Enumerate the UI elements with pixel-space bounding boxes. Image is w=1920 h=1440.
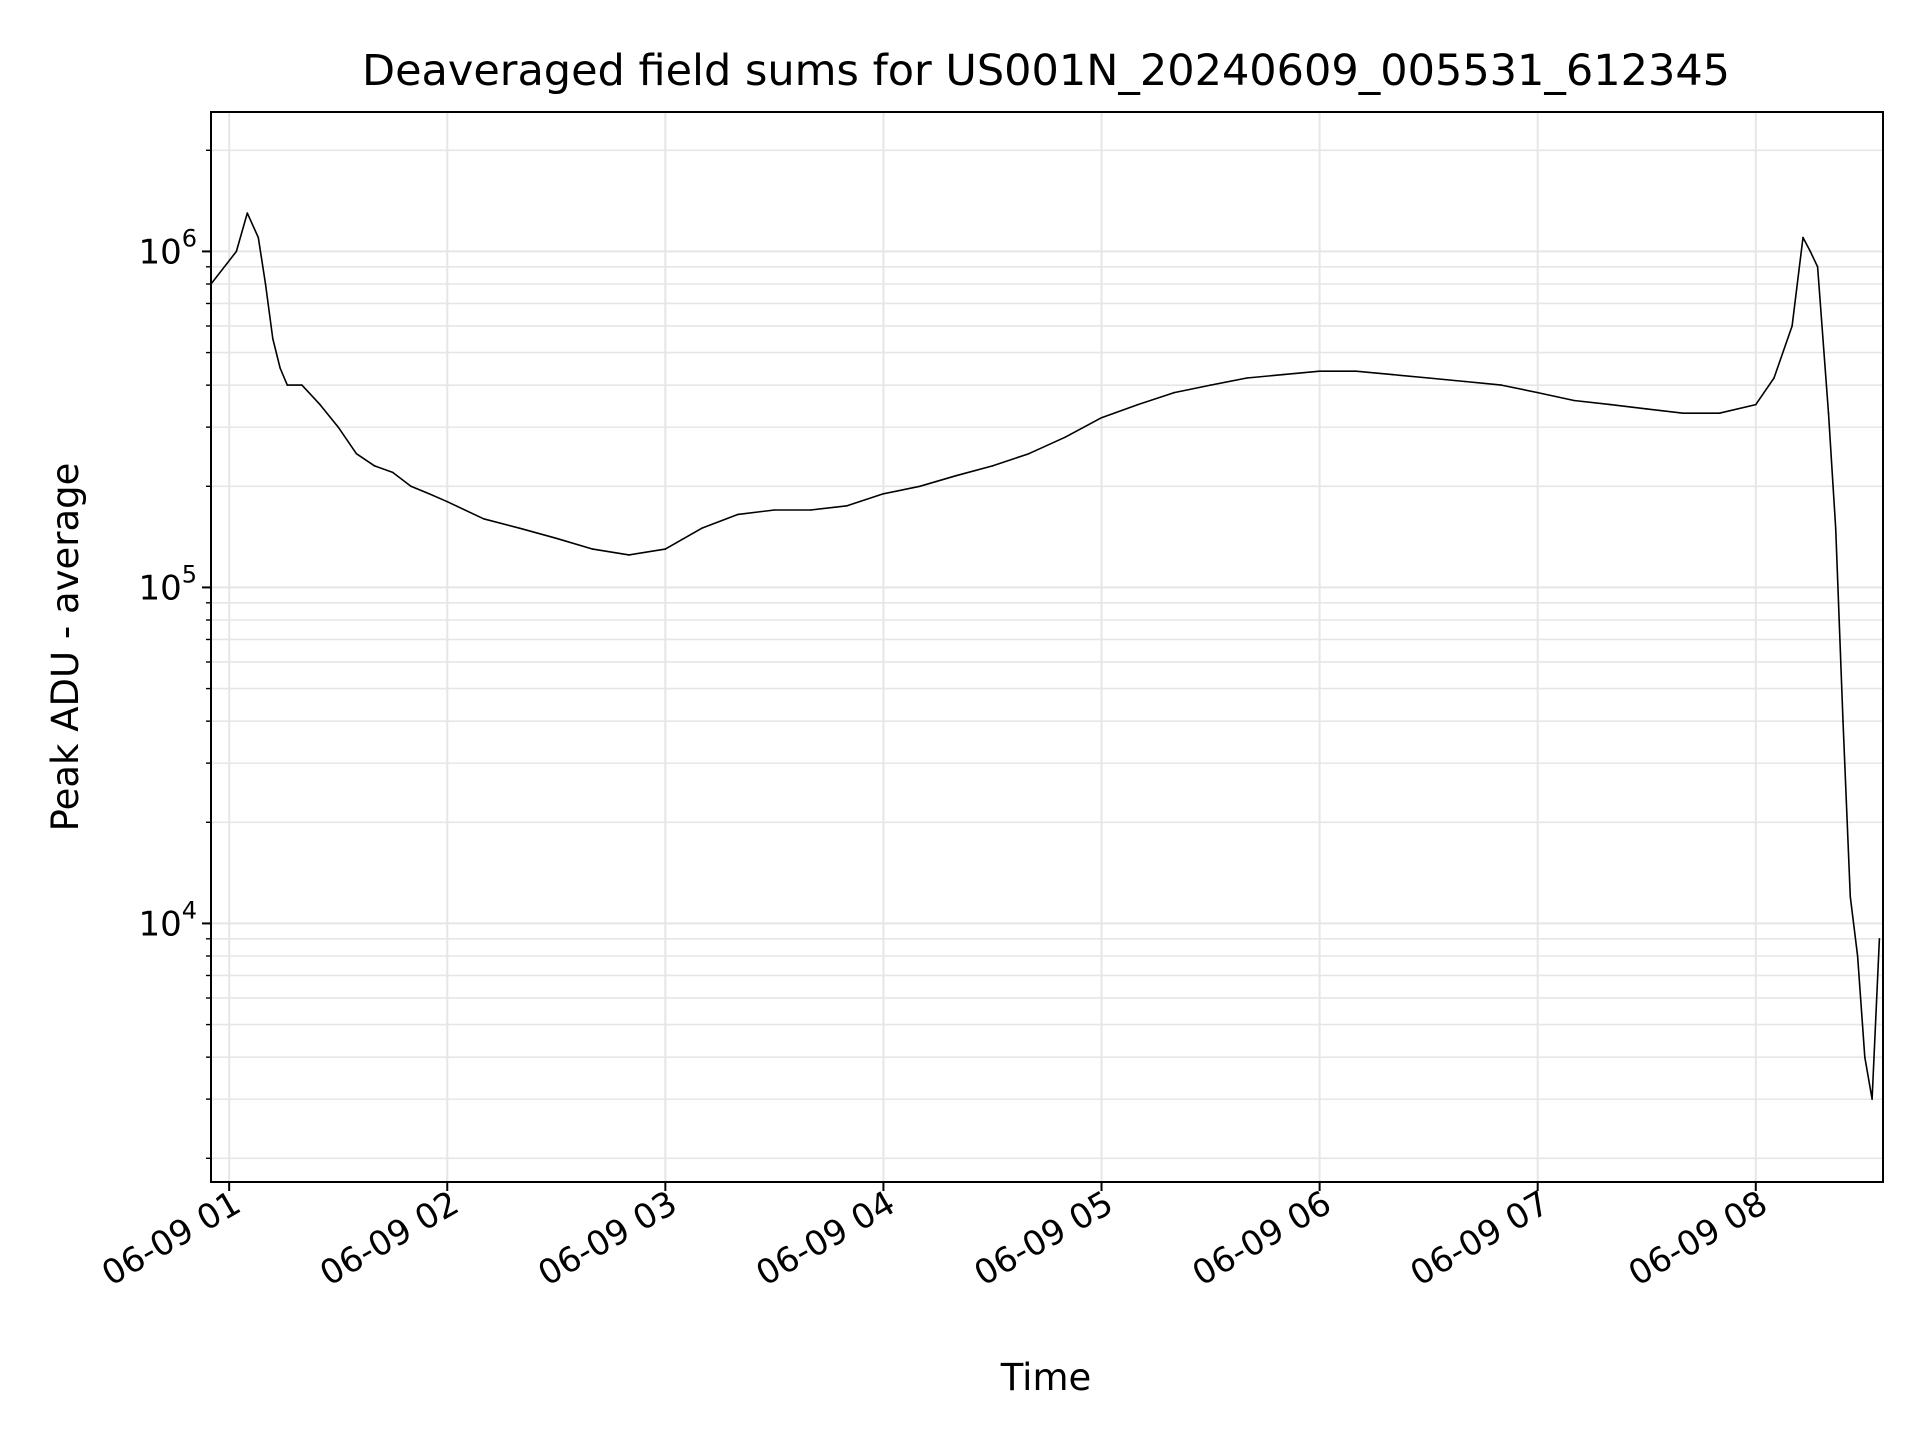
data-point: [1064, 436, 1066, 439]
data-point: [373, 465, 376, 467]
data-point: [1871, 1098, 1873, 1100]
data-point: [882, 493, 885, 495]
x-tick-label: 06-09 05: [968, 1183, 1120, 1294]
data-point: [1856, 955, 1859, 957]
data-point: [1791, 325, 1793, 327]
data-point: [286, 384, 289, 386]
data-point: [1645, 408, 1648, 410]
y-tick-exponent: 6: [182, 224, 197, 252]
data-point: [1827, 412, 1830, 415]
data-point: [1755, 403, 1757, 406]
data-point: [446, 500, 449, 503]
data-point: [955, 474, 957, 477]
data-point: [1773, 377, 1775, 379]
data-point: [410, 485, 412, 488]
data-point: [1209, 384, 1212, 386]
series-group: [211, 212, 1881, 1100]
data-point: [991, 465, 994, 467]
data-point: [1834, 527, 1837, 530]
x-tick-label: 06-09 04: [750, 1183, 902, 1294]
grid: [211, 112, 1883, 1182]
data-point: [591, 548, 594, 550]
x-tick-label: 06-09 08: [1622, 1183, 1774, 1294]
data-point: [1464, 380, 1466, 383]
data-point: [1816, 266, 1819, 268]
data-point: [428, 493, 430, 495]
data-point: [1246, 377, 1248, 379]
data-point: [1391, 373, 1394, 376]
x-tick-label: 06-09 03: [531, 1183, 683, 1294]
data-point: [355, 452, 358, 455]
data-point: [482, 518, 485, 520]
y-axis-label: Peak ADU - average: [44, 463, 87, 832]
data-point: [664, 548, 667, 550]
y-tick-exponent: 4: [182, 896, 197, 924]
data-point: [1173, 391, 1175, 394]
data-point: [1864, 1056, 1866, 1058]
data-point: [1536, 391, 1539, 394]
data-point: [700, 527, 703, 530]
x-tick-label: 06-09 06: [1186, 1183, 1338, 1294]
data-point: [272, 337, 274, 340]
data-point: [391, 471, 394, 474]
data-point: [337, 426, 340, 428]
data-point: [301, 384, 303, 386]
chart-title: Deaveraged field sums for US001N_2024060…: [362, 46, 1730, 96]
data-point: [1028, 452, 1030, 455]
data-point: [1137, 403, 1139, 406]
plot-frame: [210, 111, 1884, 1183]
data-point: [1878, 938, 1881, 940]
data-point: [1842, 720, 1844, 722]
data-point: [846, 505, 848, 507]
y-tick-label: 104: [138, 896, 197, 944]
data-point: [1427, 377, 1430, 379]
data-point: [555, 537, 558, 540]
data-point: [1802, 236, 1804, 239]
data-point: [1609, 403, 1612, 406]
y-tick-base: 10: [138, 568, 181, 608]
series-line: [211, 212, 1881, 1100]
data-point: [773, 509, 776, 511]
data-point: [1849, 896, 1852, 898]
y-tick-base: 10: [138, 232, 181, 272]
data-point: [1809, 250, 1812, 253]
data-point: [809, 509, 812, 511]
data-point: [235, 250, 238, 253]
x-axis-label: Time: [1000, 1356, 1092, 1399]
data-point: [246, 212, 249, 214]
data-point: [279, 367, 281, 369]
y-tick-label: 105: [138, 560, 197, 608]
data-point: [519, 527, 521, 530]
y-tick-base: 10: [138, 904, 181, 944]
x-tick-label: 06-09 02: [313, 1183, 465, 1294]
data-point: [737, 513, 739, 516]
x-tick-label: 06-09 07: [1404, 1183, 1556, 1294]
data-point: [1355, 370, 1357, 373]
data-point: [1500, 384, 1503, 386]
data-point: [1682, 412, 1684, 415]
data-point: [1318, 370, 1321, 373]
data-point: [257, 236, 260, 239]
data-point: [1573, 399, 1575, 402]
data-point: [264, 283, 267, 285]
y-tick-exponent: 5: [182, 560, 197, 588]
x-tick-label: 06-09 01: [95, 1183, 247, 1294]
x-axis: 06-09 01 06-09 02 06-09 03 06-09 04 06-09 05…: [95, 1182, 1774, 1294]
data-point: [919, 485, 921, 488]
data-point: [319, 403, 321, 406]
data-point: [1100, 416, 1103, 419]
data-point: [628, 554, 630, 556]
data-point: [1718, 412, 1721, 415]
data-point: [1282, 373, 1285, 376]
y-tick-label: 106: [138, 224, 197, 272]
